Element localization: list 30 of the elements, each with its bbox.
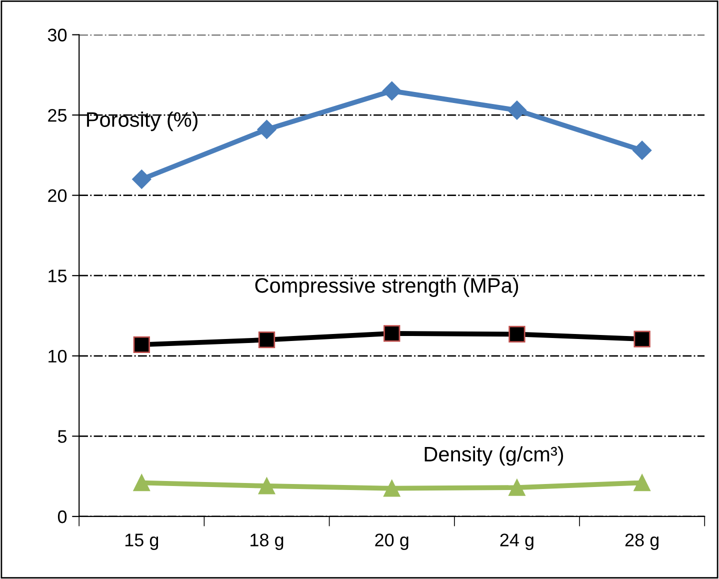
y-tick-label: 30 [48,28,67,42]
point [507,100,526,120]
x-tick-label: 20 g [375,534,408,550]
y-tick-label: 20 [48,189,67,202]
point [384,325,400,342]
y-tick-label: 15 [48,270,67,282]
x-tick-label: 15 g [125,534,158,550]
point [133,474,150,492]
y-tick-label: 5 [58,430,67,443]
point [258,478,276,494]
point [382,81,402,100]
y-tick-label: 10 [48,350,67,363]
x-tick-label: 18 g [250,534,284,550]
point [634,330,650,348]
series-label: Compressive strength (MPa) [255,278,518,297]
series-label: Porosity (%) [87,112,198,132]
point [258,332,276,348]
point [132,170,152,189]
x-tick-label: 24 g [500,534,534,550]
point [508,326,526,343]
point [384,480,400,497]
series-label: Density (g/cm³) [424,446,564,466]
point [634,474,650,492]
point [133,336,150,353]
y-tick-label: 0 [58,510,67,524]
point [632,140,652,160]
y-tick-label: 25 [48,108,67,122]
x-tick-label: 28 g [625,534,658,550]
point [508,479,526,496]
point [257,120,276,140]
